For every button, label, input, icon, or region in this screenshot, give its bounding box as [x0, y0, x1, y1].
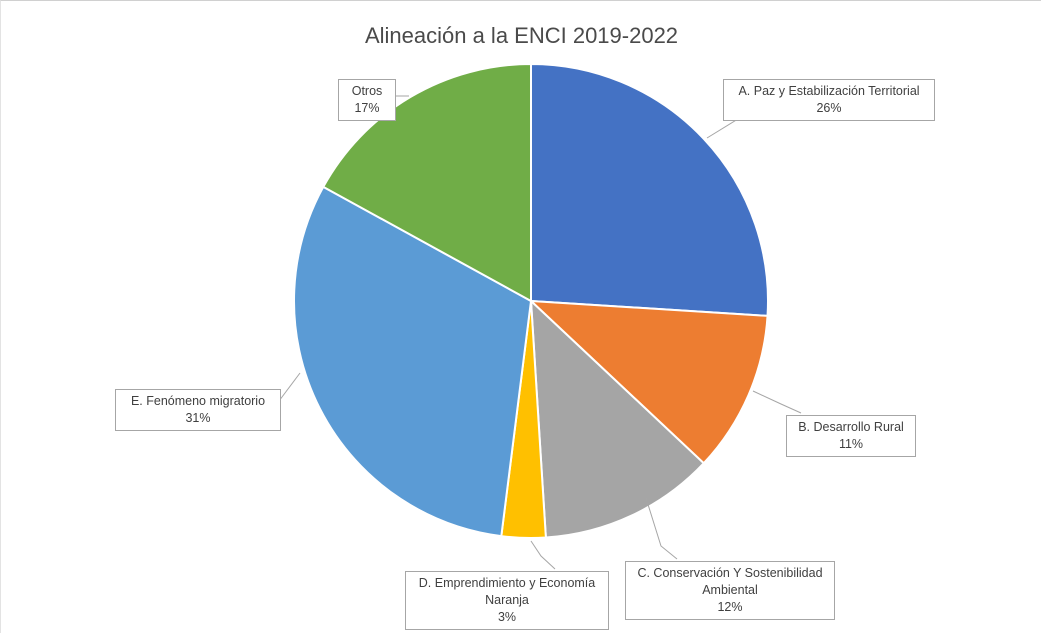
slice-label-d-percent: 3%: [497, 610, 517, 624]
pie-slice-e: [293, 185, 533, 538]
slice-label-otros: Otros 17%: [338, 79, 396, 121]
pie-slice-a: [530, 62, 769, 317]
slice-label-d: D. Emprendimiento y Economía Naranja 3%: [405, 571, 609, 630]
slice-label-a-name: A. Paz y Estabilización Territorial: [738, 84, 920, 98]
slice-label-e-percent: 31%: [185, 411, 211, 425]
slice-label-b-percent: 11%: [838, 437, 864, 451]
slice-label-otros-percent: 17%: [354, 101, 380, 115]
leader-line-d: [530, 540, 556, 570]
leader-line-b: [752, 390, 802, 414]
pie-slice-o: [321, 62, 532, 303]
slice-label-b: B. Desarrollo Rural 11%: [786, 415, 916, 457]
slice-label-b-name: B. Desarrollo Rural: [798, 420, 904, 434]
pie-slice-c: [529, 298, 706, 539]
chart-title: Alineación a la ENCI 2019-2022: [364, 23, 679, 48]
slice-label-c-name: C. Conservación Y Sostenibilidad Ambient…: [637, 566, 823, 597]
pie-slice-b: [528, 299, 769, 465]
slice-label-c-percent: 12%: [717, 600, 743, 614]
slice-label-c: C. Conservación Y Sostenibilidad Ambient…: [625, 561, 835, 620]
leader-line-c: [645, 497, 678, 560]
leader-line-e: [278, 372, 301, 402]
slice-label-d-name: D. Emprendimiento y Economía Naranja: [418, 576, 596, 607]
slice-label-e: E. Fenómeno migratorio 31%: [115, 389, 281, 431]
slice-label-a: A. Paz y Estabilización Territorial 26%: [723, 79, 935, 121]
slice-label-e-name: E. Fenómeno migratorio: [130, 394, 266, 408]
slice-label-a-percent: 26%: [816, 101, 842, 115]
slice-label-otros-name: Otros: [351, 84, 383, 98]
